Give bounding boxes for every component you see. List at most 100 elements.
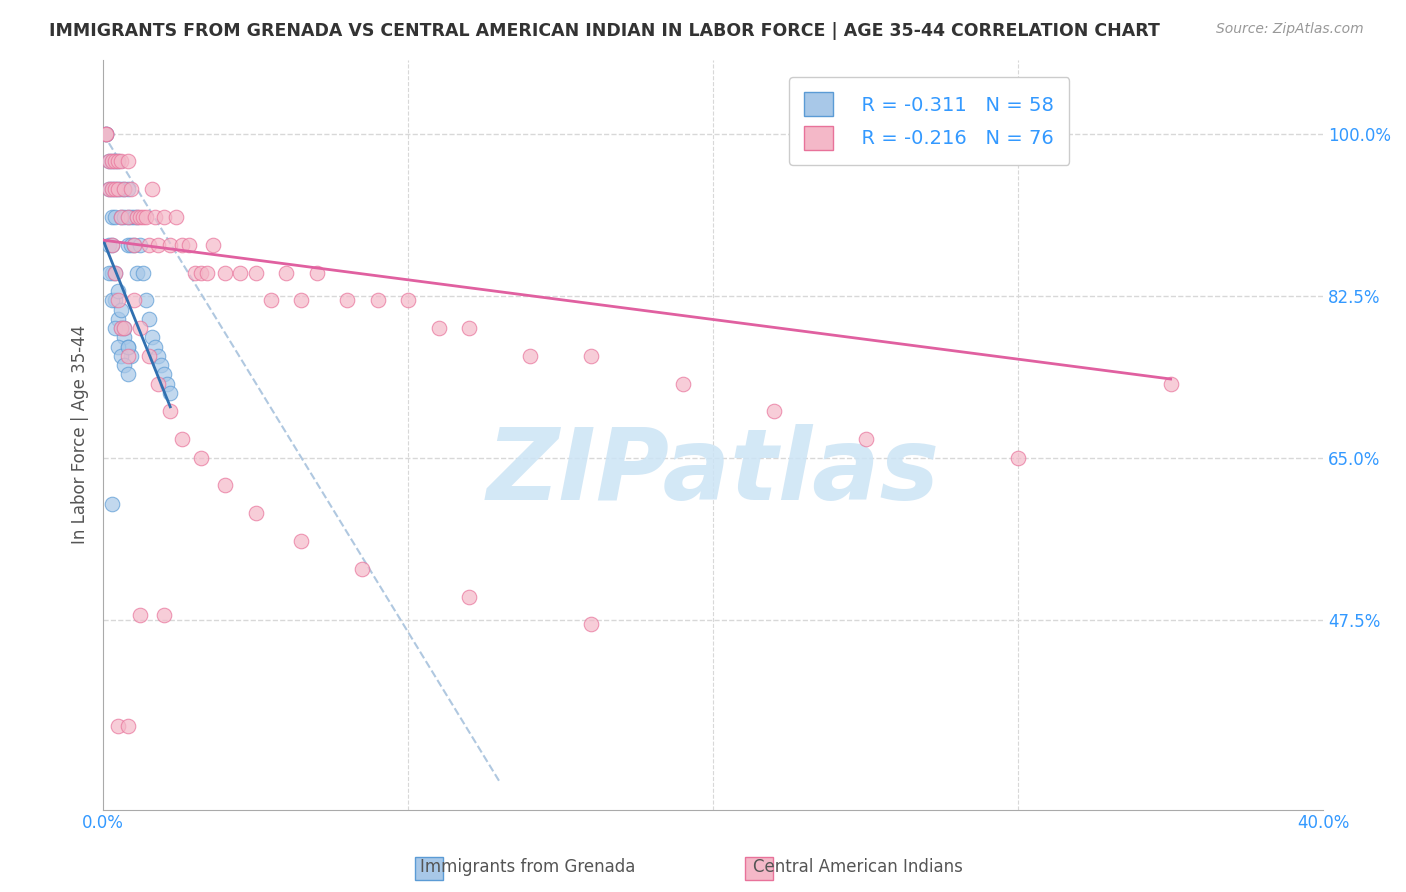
Point	[98, 154, 121, 169]
Point	[201, 237, 224, 252]
Point	[143, 340, 166, 354]
Point	[110, 182, 132, 196]
Point	[114, 330, 136, 344]
Point	[120, 182, 142, 196]
Point	[110, 302, 132, 317]
Point	[128, 608, 150, 623]
Point	[117, 237, 139, 252]
Point	[101, 266, 124, 280]
Text: Immigrants from Grenada: Immigrants from Grenada	[419, 858, 636, 876]
Point	[165, 210, 187, 224]
Point	[138, 237, 160, 252]
Point	[245, 506, 267, 520]
Point	[1007, 450, 1029, 465]
Point	[305, 266, 328, 280]
Point	[183, 266, 205, 280]
Point	[98, 182, 121, 196]
Point	[117, 210, 139, 224]
Point	[195, 266, 218, 280]
Point	[114, 182, 136, 196]
Point	[117, 340, 139, 354]
Point	[177, 237, 200, 252]
Point	[101, 154, 124, 169]
Point	[128, 321, 150, 335]
Point	[128, 210, 150, 224]
Point	[117, 368, 139, 382]
Point	[458, 590, 481, 604]
Point	[141, 330, 163, 344]
Legend:   R = -0.311   N = 58,   R = -0.216   N = 76: R = -0.311 N = 58, R = -0.216 N = 76	[789, 77, 1070, 165]
Point	[120, 237, 142, 252]
Point	[190, 450, 212, 465]
Point	[214, 266, 236, 280]
Point	[519, 349, 541, 363]
Point	[153, 608, 176, 623]
Point	[159, 385, 181, 400]
Point	[172, 237, 194, 252]
Point	[159, 237, 181, 252]
Point	[122, 237, 145, 252]
Point	[125, 210, 148, 224]
Point	[101, 154, 124, 169]
Point	[125, 266, 148, 280]
Point	[96, 127, 118, 141]
Point	[101, 237, 124, 252]
FancyBboxPatch shape	[745, 857, 773, 880]
Point	[104, 321, 127, 335]
Point	[672, 376, 695, 391]
Point	[172, 432, 194, 446]
Point	[135, 293, 157, 308]
Text: ZIPatlas: ZIPatlas	[486, 424, 939, 521]
Point	[104, 293, 127, 308]
Point	[104, 182, 127, 196]
Point	[114, 358, 136, 372]
Point	[101, 497, 124, 511]
Point	[96, 127, 118, 141]
Point	[122, 210, 145, 224]
Point	[367, 293, 389, 308]
Point	[98, 237, 121, 252]
Point	[98, 154, 121, 169]
Point	[117, 182, 139, 196]
Point	[107, 182, 129, 196]
Point	[855, 432, 877, 446]
Point	[104, 182, 127, 196]
Point	[101, 293, 124, 308]
Point	[117, 340, 139, 354]
Point	[107, 340, 129, 354]
Point	[763, 404, 786, 418]
Point	[122, 237, 145, 252]
Point	[579, 349, 602, 363]
Point	[396, 293, 419, 308]
Point	[104, 266, 127, 280]
Point	[110, 154, 132, 169]
Point	[458, 321, 481, 335]
Point	[107, 182, 129, 196]
Point	[117, 719, 139, 733]
Point	[107, 284, 129, 298]
Point	[214, 478, 236, 492]
Point	[146, 376, 169, 391]
Point	[352, 562, 374, 576]
Point	[110, 210, 132, 224]
Point	[135, 210, 157, 224]
Point	[276, 266, 298, 280]
Point	[125, 210, 148, 224]
Point	[190, 266, 212, 280]
Point	[110, 321, 132, 335]
Point	[143, 210, 166, 224]
Point	[336, 293, 359, 308]
Point	[114, 182, 136, 196]
Point	[98, 182, 121, 196]
Point	[114, 210, 136, 224]
Point	[96, 127, 118, 141]
Point	[150, 358, 173, 372]
Y-axis label: In Labor Force | Age 35-44: In Labor Force | Age 35-44	[72, 325, 89, 544]
Point	[110, 349, 132, 363]
Point	[117, 349, 139, 363]
Point	[110, 210, 132, 224]
Point	[120, 349, 142, 363]
Point	[101, 237, 124, 252]
Point	[122, 293, 145, 308]
Point	[229, 266, 252, 280]
